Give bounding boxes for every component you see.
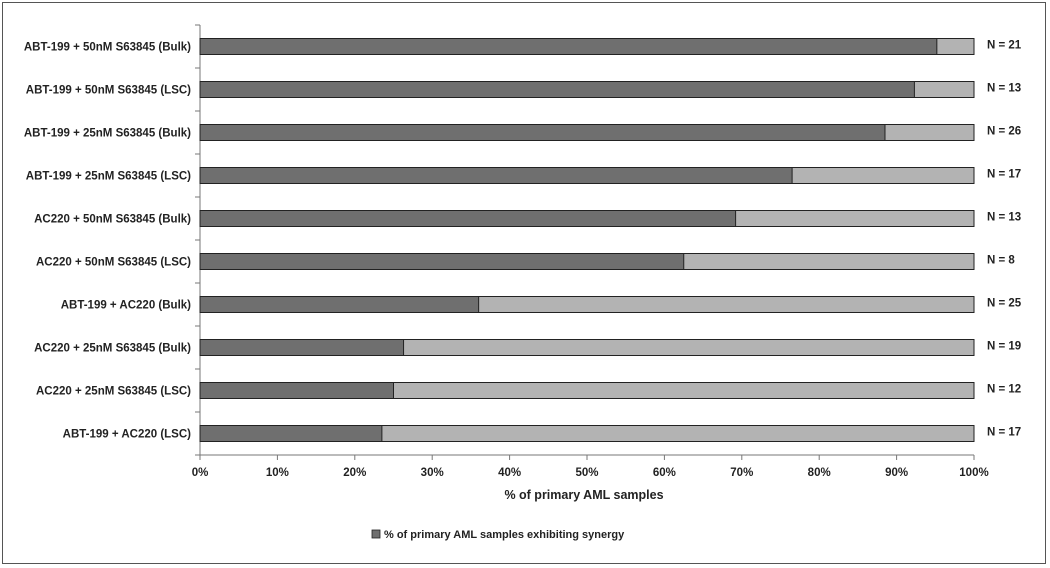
n-label: N = 8 [987,255,1015,267]
category-label: ABT-199 + AC220 (Bulk) [61,300,191,312]
x-tick-label: 30% [421,467,444,479]
legend-swatch [371,529,381,539]
x-tick-label: 40% [498,467,521,479]
bar-group [199,38,975,442]
x-tick-label: 100% [959,467,988,479]
category-labels: ABT-199 + 50nM S63845 (Bulk) ABT-199 + 50… [24,42,191,441]
bar-synergy [199,124,886,141]
n-label: N = 17 [987,169,1021,181]
x-tick-label: 10% [266,467,289,479]
n-label: N = 13 [987,83,1021,95]
bar-synergy [199,425,383,442]
x-tick-label: 20% [343,467,366,479]
category-label: AC220 + 25nM S63845 (Bulk) [34,343,191,355]
x-tick-label: 50% [575,467,598,479]
x-tick-labels: 0% 10% 20% 30% 40% 50% 60% 70% 80% 90% 100% [192,467,989,479]
bar-synergy [199,253,685,270]
legend-label: % of primary AML samples exhibiting syne… [384,529,625,541]
n-label: N = 21 [987,40,1022,52]
bar-synergy [199,167,793,184]
n-label: N = 13 [987,212,1021,224]
category-label: ABT-199 + 25nM S63845 (LSC) [26,171,191,183]
n-label: N = 25 [987,298,1022,310]
x-tick-label: 60% [653,467,676,479]
bar-synergy [199,339,405,356]
category-label: ABT-199 + AC220 (LSC) [63,429,192,441]
n-label: N = 19 [987,341,1021,353]
category-label: ABT-199 + 50nM S63845 (Bulk) [24,42,191,54]
bar-synergy [199,81,915,98]
bar-synergy [199,38,938,55]
x-tick-label: 90% [885,467,908,479]
x-axis-title: % of primary AML samples [504,488,663,502]
bar-synergy [199,296,480,313]
category-label: AC220 + 50nM S63845 (LSC) [36,257,191,269]
category-label: ABT-199 + 25nM S63845 (Bulk) [24,128,191,140]
category-label: AC220 + 50nM S63845 (Bulk) [34,214,191,226]
category-label: AC220 + 25nM S63845 (LSC) [36,386,191,398]
x-tick-label: 70% [730,467,753,479]
x-tick-label: 80% [808,467,831,479]
category-label: ABT-199 + 50nM S63845 (LSC) [26,85,191,97]
n-label: N = 17 [987,427,1021,439]
bar-synergy [199,210,737,227]
n-label: N = 12 [987,384,1021,396]
bar-synergy [199,382,394,399]
n-labels: N = 21 N = 13 N = 26 N = 17 N = 13 N = 8 N = 2… [987,40,1022,439]
x-tick-label: 0% [192,467,209,479]
n-label: N = 26 [987,126,1021,138]
legend: % of primary AML samples exhibiting syne… [371,529,625,541]
